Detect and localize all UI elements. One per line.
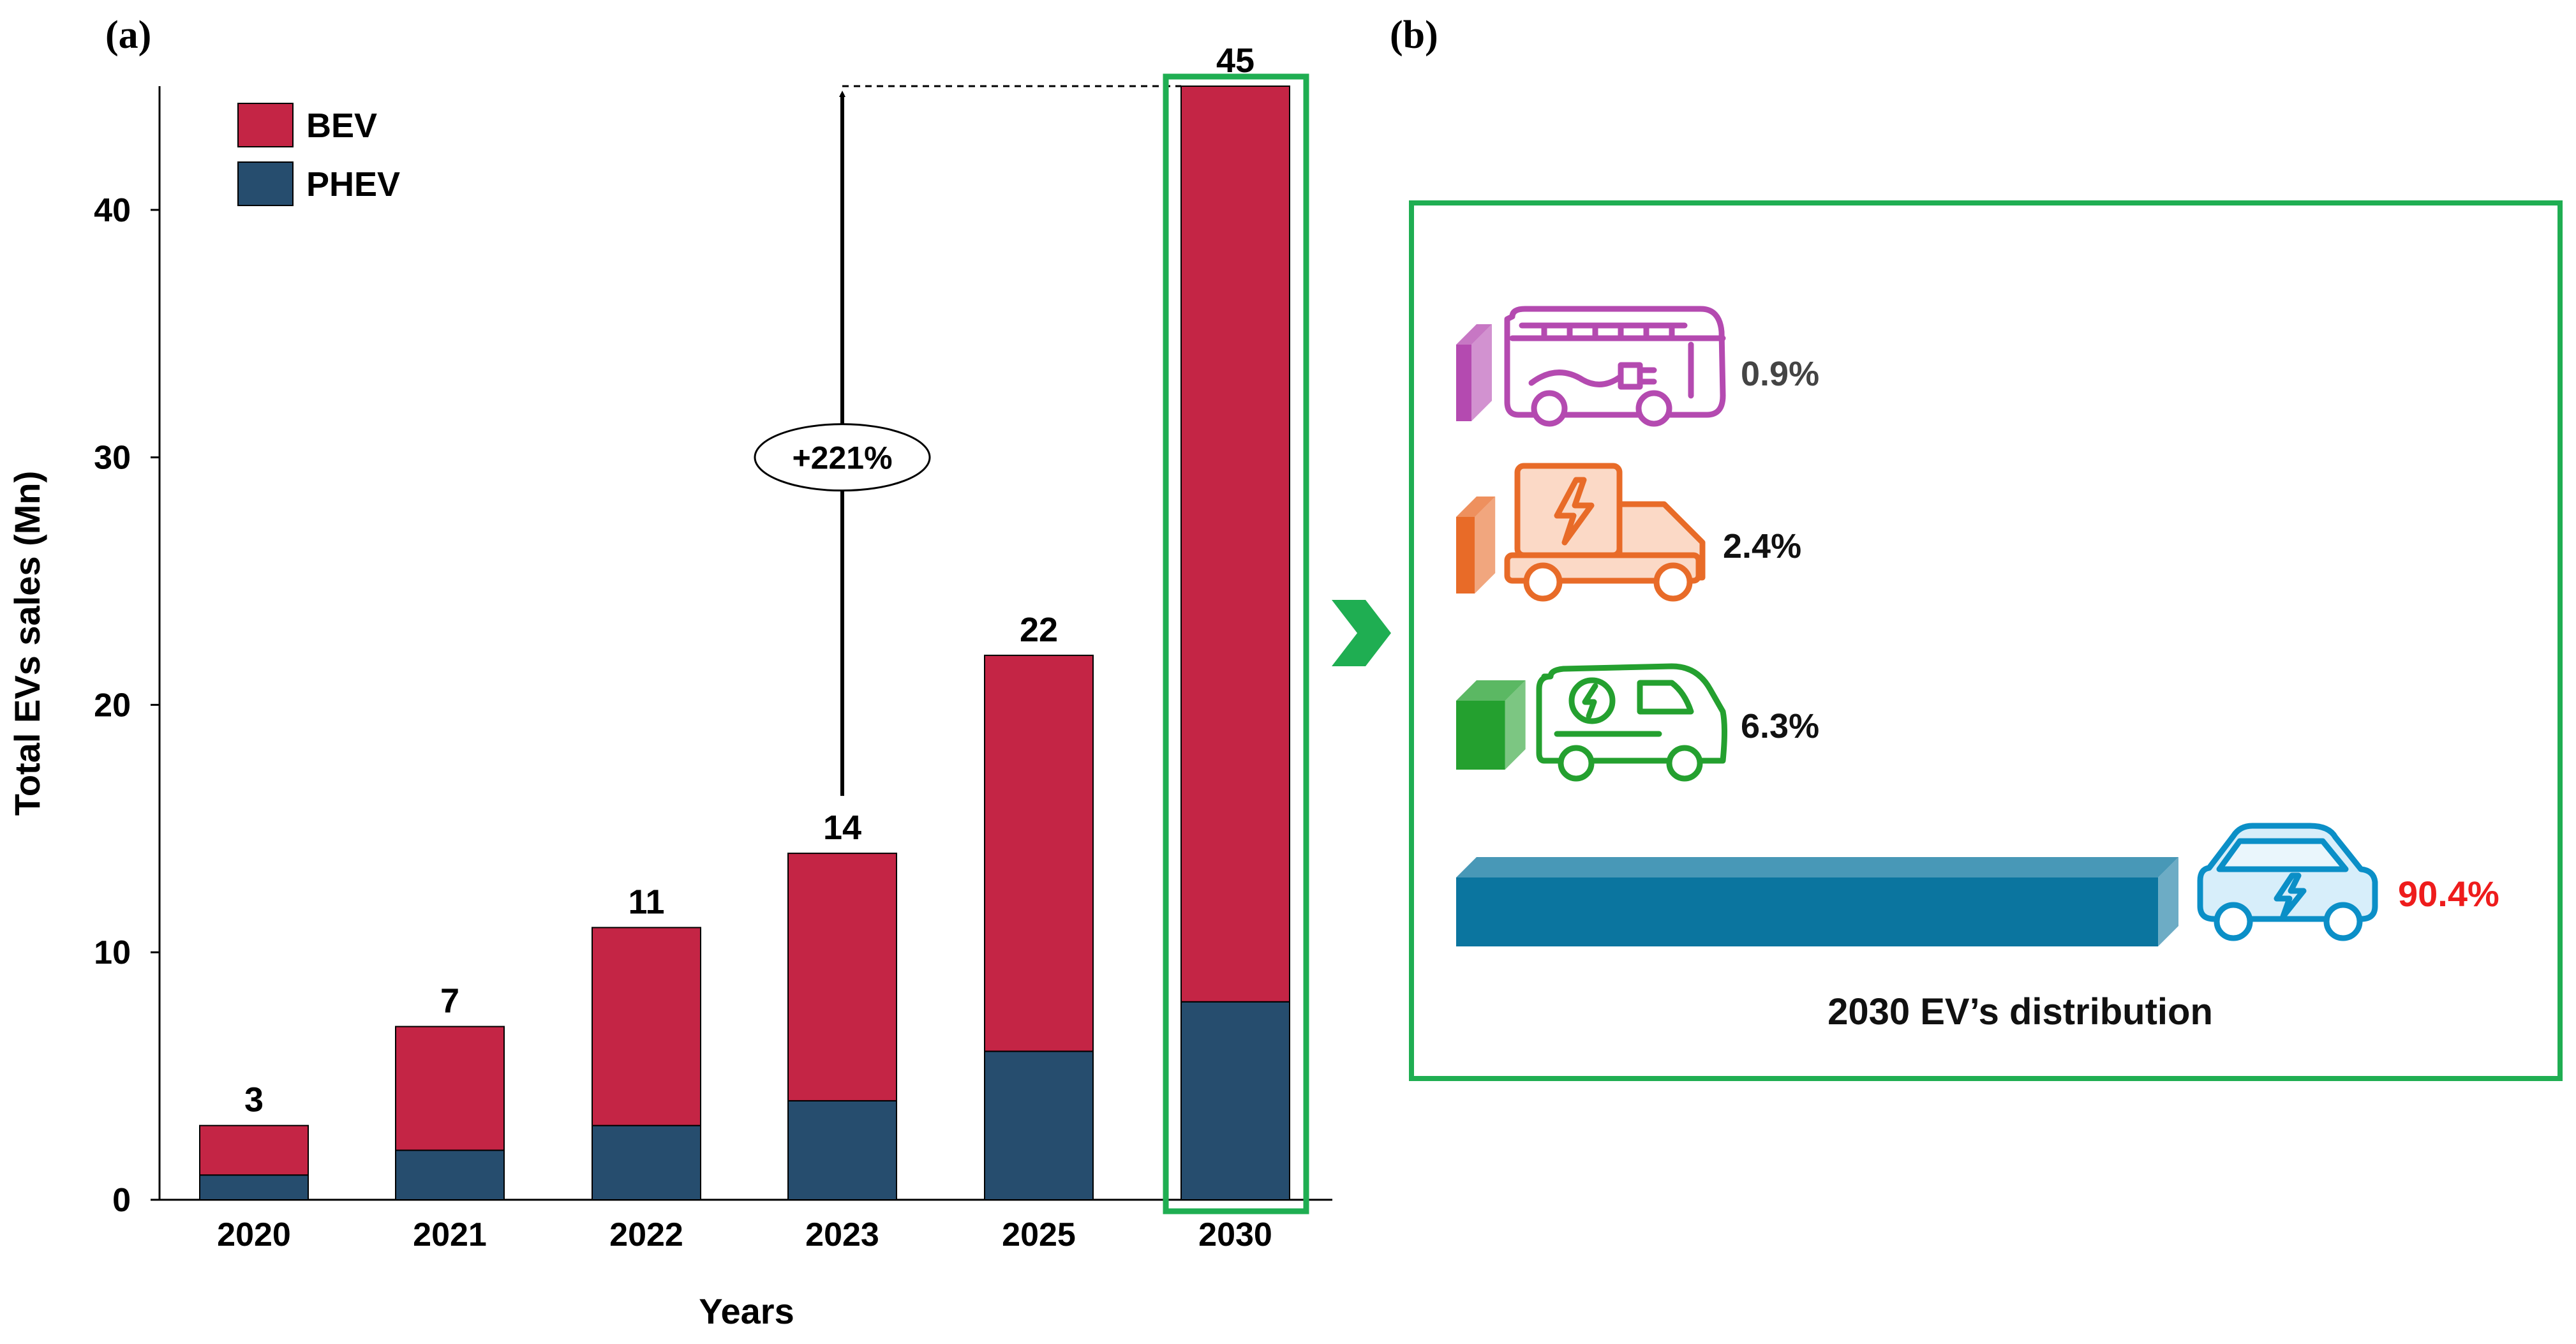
total-label-2021: 7 xyxy=(440,982,459,1020)
bar-phev-2022 xyxy=(592,1124,701,1200)
y-tick-label-10: 10 xyxy=(94,934,131,971)
panel-b-label: (b) xyxy=(1390,13,1438,57)
percent-label-bus: 0.9% xyxy=(1741,355,1819,393)
bar-phev-2030 xyxy=(1180,1001,1290,1201)
total-label-2023: 14 xyxy=(823,809,861,847)
bar-phev-2023 xyxy=(787,1100,897,1201)
percent-label-van: 6.3% xyxy=(1741,707,1819,745)
y-axis: 0 10 20 30 40 xyxy=(94,86,161,1219)
total-label-2025: 22 xyxy=(1020,611,1058,649)
distribution-box xyxy=(1409,200,2563,1081)
annotation-label: +221% xyxy=(792,440,892,476)
distribution-bar-van xyxy=(1456,680,1526,770)
chevron-right-icon xyxy=(1332,600,1391,666)
x-tick-label-2021: 2021 xyxy=(413,1216,487,1253)
distribution-bars xyxy=(1456,324,2178,946)
legend-label-phev: PHEV xyxy=(306,165,400,204)
electric-car-icon xyxy=(2197,823,2378,941)
y-tick-label-40: 40 xyxy=(94,192,131,229)
bar-bev-2020 xyxy=(199,1124,309,1176)
legend: BEV PHEV xyxy=(237,103,400,206)
bar-phev-2020 xyxy=(199,1174,309,1200)
bar-bev-2022 xyxy=(592,927,701,1126)
bar-bev-2023 xyxy=(787,853,897,1101)
x-tick-labels: 2020 2021 2022 2023 2025 2030 xyxy=(217,1216,1272,1253)
panel-a-label: (a) xyxy=(105,13,151,57)
total-label-2020: 3 xyxy=(244,1081,264,1119)
x-tick-label-2023: 2023 xyxy=(805,1216,879,1253)
electric-van-icon xyxy=(1536,663,1727,782)
legend-swatch-bev xyxy=(237,103,294,147)
bar-bev-2021 xyxy=(395,1026,505,1151)
highlight-2030-box xyxy=(1163,73,1309,1214)
y-tick-label-30: 30 xyxy=(94,440,131,477)
bar-bev-2030 xyxy=(1180,86,1290,1003)
electric-truck-icon xyxy=(1504,463,1706,602)
bar-bev-2025 xyxy=(984,654,1094,1052)
y-axis-title: Total EVs sales (Mn) xyxy=(7,471,47,816)
legend-swatch-phev xyxy=(237,161,294,206)
y-tick-label-20: 20 xyxy=(94,687,131,724)
distribution-bar-truck xyxy=(1456,497,1496,594)
y-tick-label-0: 0 xyxy=(112,1182,131,1219)
distribution-bar-bus xyxy=(1456,324,1492,421)
total-labels: 3 7 11 14 22 45 xyxy=(244,41,1254,1119)
total-label-2030: 45 xyxy=(1216,41,1254,80)
x-tick-label-2022: 2022 xyxy=(609,1216,683,1253)
x-tick-label-2030: 2030 xyxy=(1198,1216,1272,1253)
bar-phev-2025 xyxy=(984,1050,1094,1201)
x-tick-label-2025: 2025 xyxy=(1002,1216,1076,1253)
distribution-panel: 0.9% 2.4% 6.3% 90.4% 2030 EV’s distribut… xyxy=(1409,200,2563,1081)
bar-phev-2021 xyxy=(395,1149,505,1201)
percent-label-truck: 2.4% xyxy=(1723,527,1801,565)
annotation-ellipse xyxy=(754,423,931,492)
distribution-bar-car xyxy=(1456,857,2178,946)
x-axis-title: Years xyxy=(699,1291,794,1331)
growth-annotation: +221% xyxy=(754,85,1181,796)
bars xyxy=(199,86,1290,1201)
legend-label-bev: BEV xyxy=(306,107,377,145)
electric-bus-icon xyxy=(1504,306,1726,427)
distribution-title: 2030 EV’s distribution xyxy=(1828,991,2213,1033)
x-tick-label-2020: 2020 xyxy=(217,1216,291,1253)
percent-label-car: 90.4% xyxy=(2398,874,2499,914)
total-label-2022: 11 xyxy=(628,883,664,921)
